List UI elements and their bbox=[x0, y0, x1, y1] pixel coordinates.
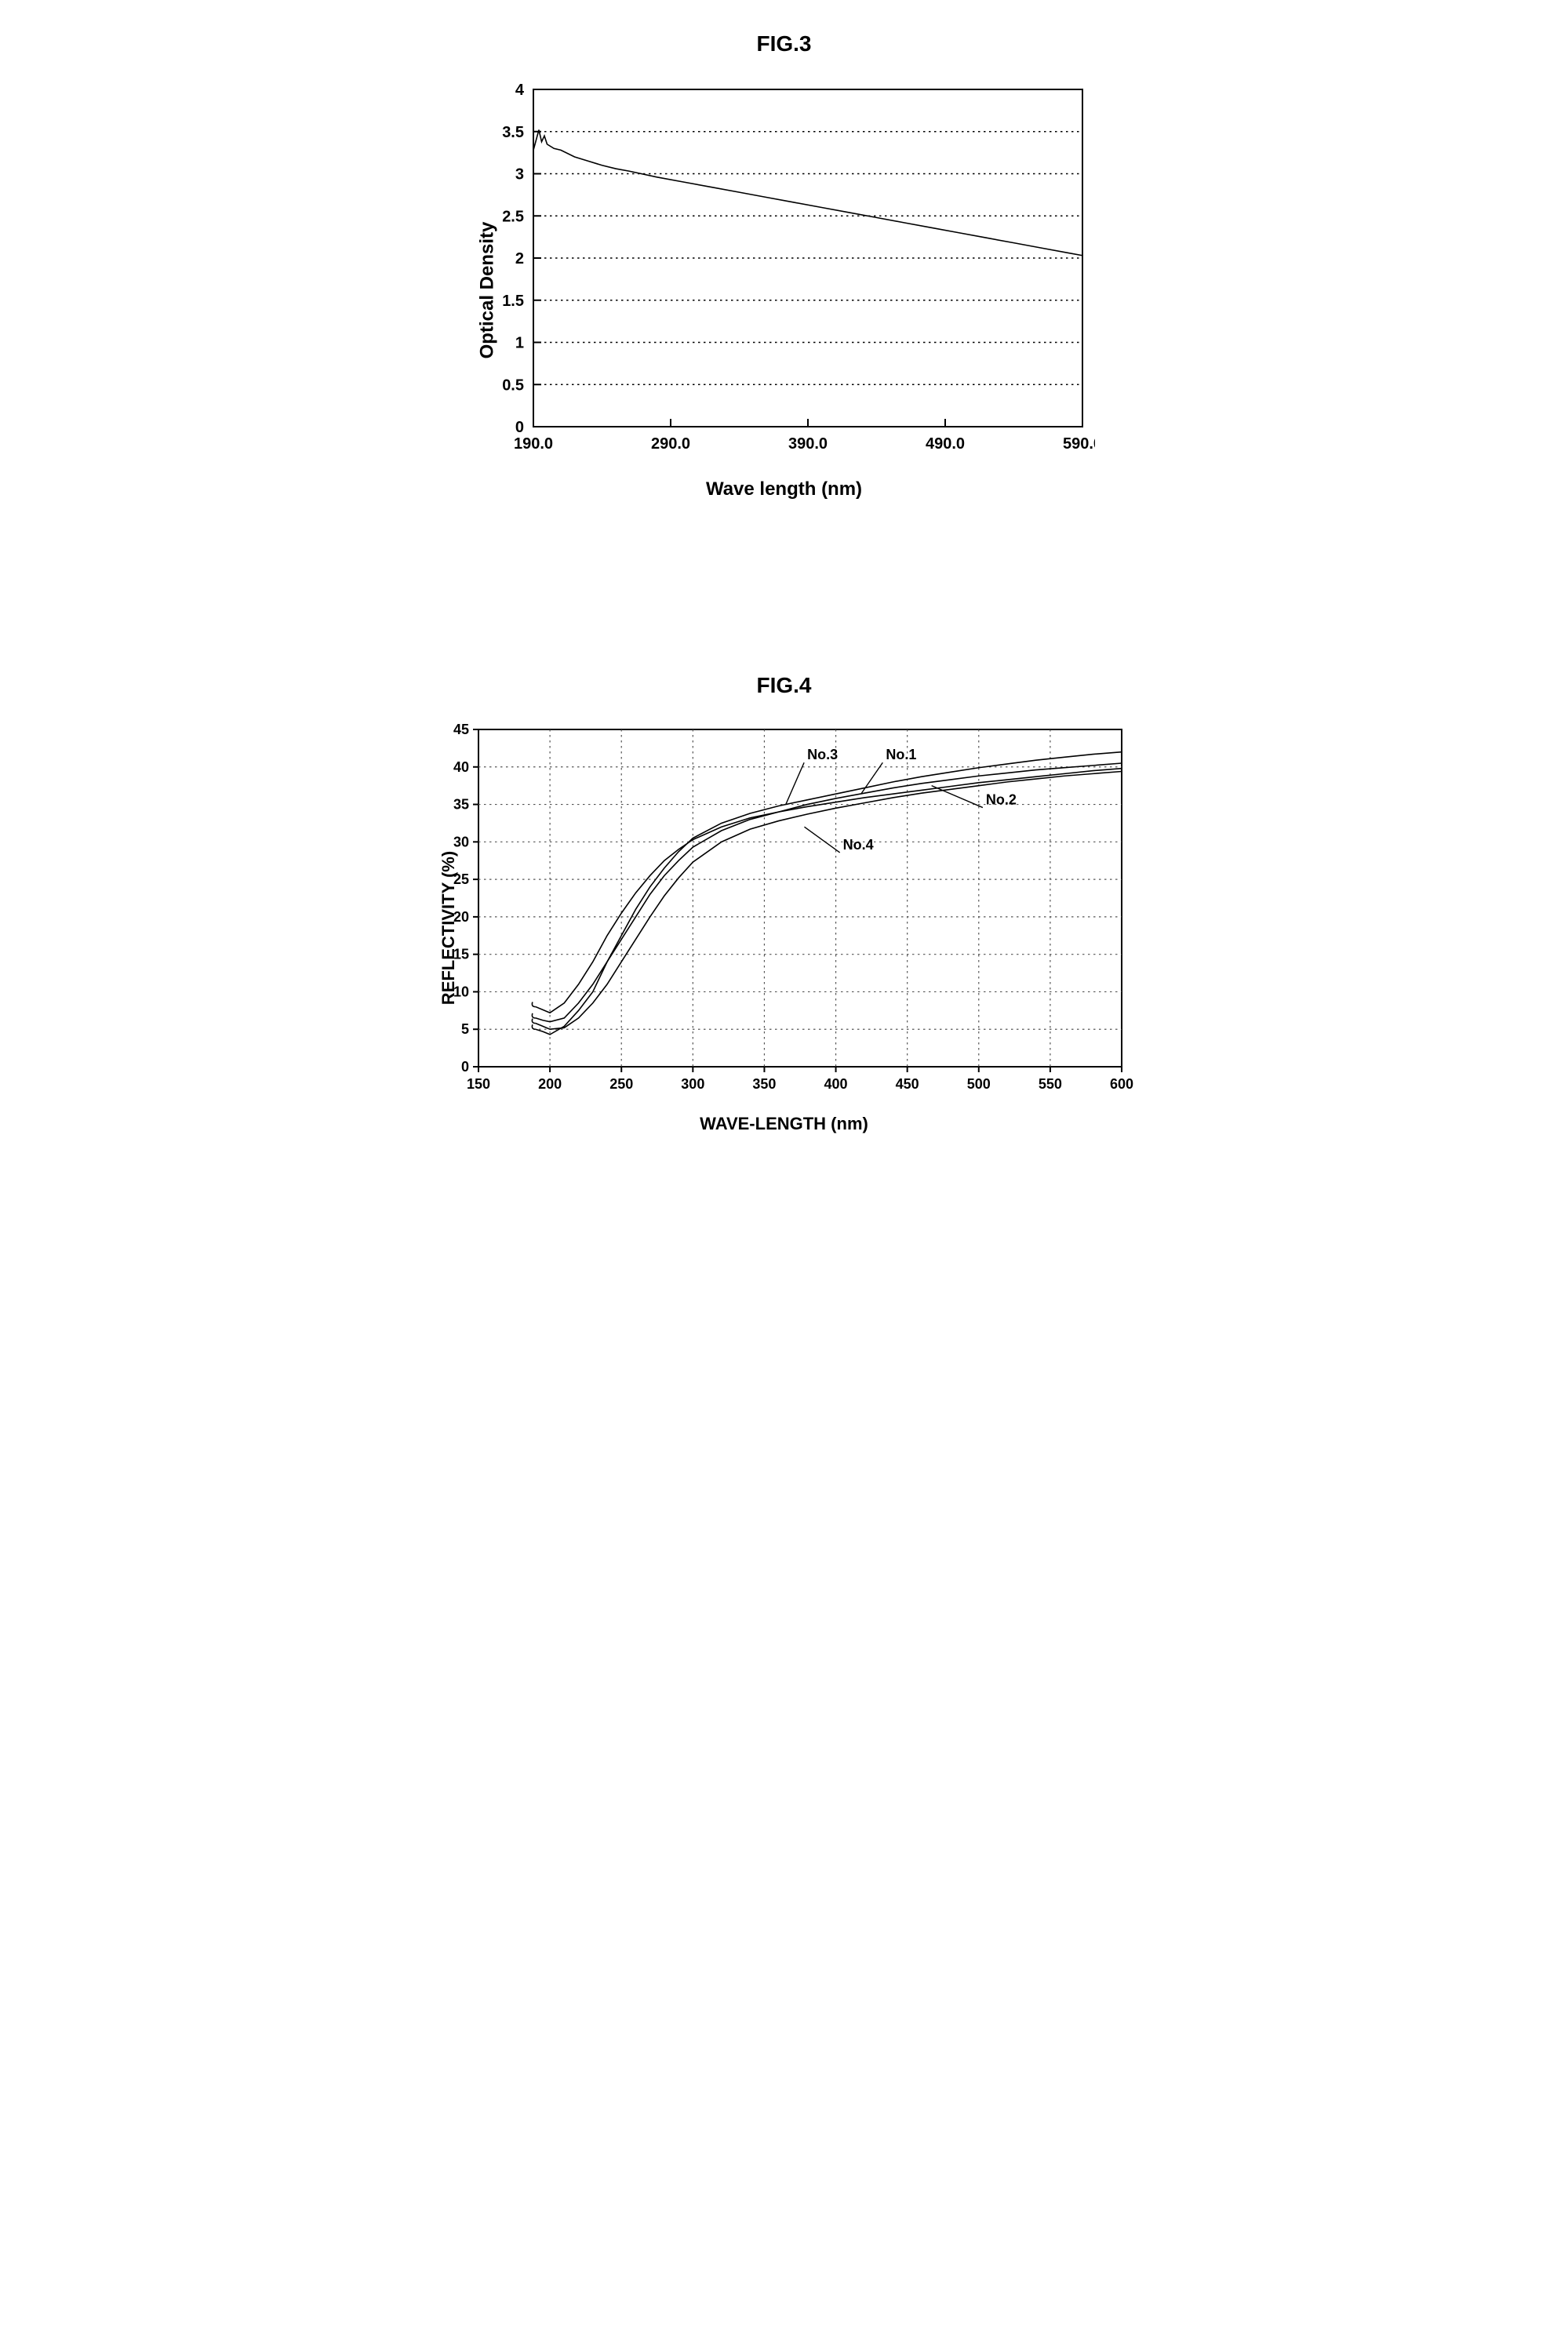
svg-text:0: 0 bbox=[515, 419, 523, 436]
figure-4-xlabel: WAVE-LENGTH (nm) bbox=[416, 1114, 1153, 1134]
figure-3-title: FIG.3 bbox=[408, 31, 1161, 56]
svg-text:150: 150 bbox=[466, 1076, 489, 1092]
svg-text:190.0: 190.0 bbox=[513, 435, 552, 453]
figure-3-xlabel: Wave length (nm) bbox=[463, 478, 1106, 500]
svg-text:550: 550 bbox=[1038, 1076, 1061, 1092]
svg-text:350: 350 bbox=[752, 1076, 776, 1092]
svg-text:1.5: 1.5 bbox=[502, 293, 524, 310]
svg-text:500: 500 bbox=[966, 1076, 990, 1092]
svg-text:450: 450 bbox=[895, 1076, 919, 1092]
svg-text:290.0: 290.0 bbox=[650, 435, 689, 453]
svg-text:40: 40 bbox=[453, 759, 468, 775]
svg-text:300: 300 bbox=[681, 1076, 704, 1092]
figure-4-ylabel: REFLECTIVITY (%) bbox=[438, 851, 459, 1005]
svg-text:30: 30 bbox=[453, 834, 468, 849]
svg-text:No.3: No.3 bbox=[807, 747, 838, 762]
svg-text:590.0: 590.0 bbox=[1062, 435, 1094, 453]
svg-text:600: 600 bbox=[1109, 1076, 1133, 1092]
figure-4-title: FIG.4 bbox=[408, 673, 1161, 698]
svg-text:490.0: 490.0 bbox=[925, 435, 964, 453]
figure-3-chart: Optical Density 0 0.5 1 1.5 2 2.5 3 3.5 4 190.0 29… bbox=[463, 80, 1106, 500]
svg-text:2: 2 bbox=[515, 250, 523, 267]
svg-text:4: 4 bbox=[515, 82, 524, 99]
svg-text:No.2: No.2 bbox=[985, 792, 1016, 808]
figure-3-svg: 0 0.5 1 1.5 2 2.5 3 3.5 4 190.0 290.0 390.0 490.0 590… bbox=[463, 80, 1095, 471]
svg-text:250: 250 bbox=[609, 1076, 633, 1092]
figure-3: FIG.3 Optical Density 0 0.5 1 1.5 2 2.5 3 3.5 4 1… bbox=[408, 31, 1161, 500]
svg-text:390.0: 390.0 bbox=[788, 435, 827, 453]
svg-text:3.5: 3.5 bbox=[502, 124, 524, 141]
svg-text:0: 0 bbox=[460, 1059, 468, 1075]
svg-text:3: 3 bbox=[515, 166, 523, 184]
svg-text:35: 35 bbox=[453, 797, 468, 813]
svg-text:5: 5 bbox=[460, 1021, 468, 1037]
figure-3-ylabel: Optical Density bbox=[476, 222, 498, 359]
svg-text:200: 200 bbox=[538, 1076, 562, 1092]
svg-text:1: 1 bbox=[515, 335, 523, 352]
page: FIG.3 Optical Density 0 0.5 1 1.5 2 2.5 3 3.5 4 1… bbox=[408, 31, 1161, 1134]
figure-4: FIG.4 REFLECTIVITY (%) 05101520253035404… bbox=[408, 673, 1161, 1134]
svg-text:45: 45 bbox=[453, 722, 468, 737]
figure-4-chart: REFLECTIVITY (%) 05101520253035404515020… bbox=[416, 722, 1153, 1134]
svg-text:No.4: No.4 bbox=[842, 837, 873, 853]
figure-4-svg: 0510152025303540451502002503003504004505… bbox=[416, 722, 1134, 1106]
svg-text:2.5: 2.5 bbox=[502, 208, 524, 225]
svg-text:400: 400 bbox=[824, 1076, 847, 1092]
svg-text:No.1: No.1 bbox=[886, 747, 916, 762]
svg-text:0.5: 0.5 bbox=[502, 376, 524, 394]
